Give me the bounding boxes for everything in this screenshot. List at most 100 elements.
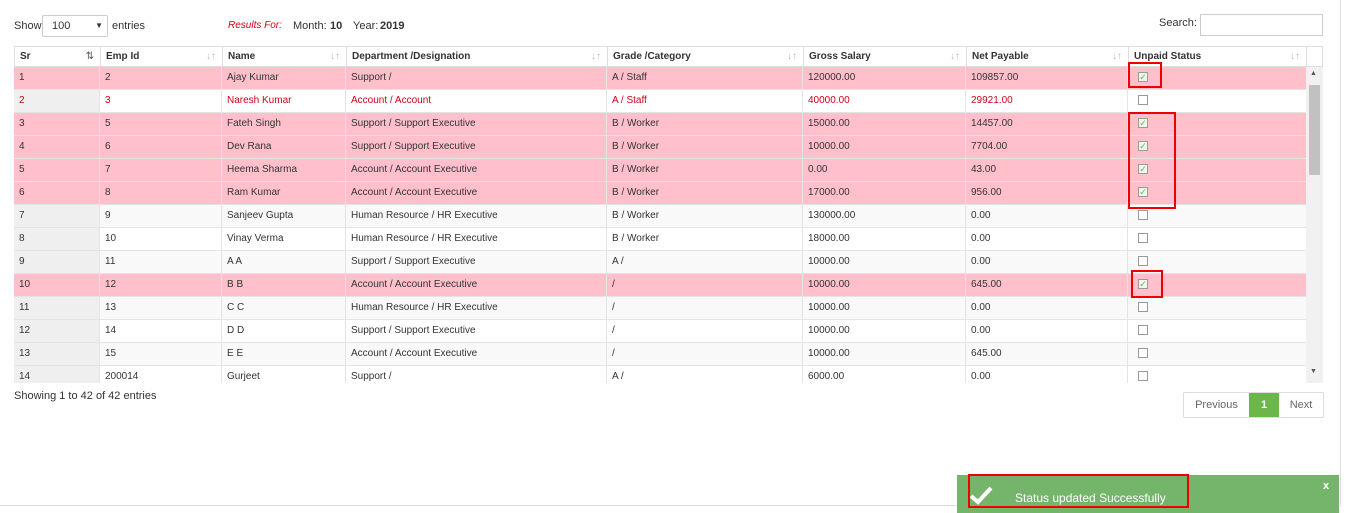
table-row: 11 13 C C Human Resource / HR Executive/100…: [14, 297, 1306, 320]
table-cell: 4: [14, 136, 100, 158]
table-cell: Gurjeet: [222, 366, 346, 383]
sort-icon: ↓↑: [1290, 51, 1300, 62]
table-cell: 7: [14, 205, 100, 227]
table-cell: 0.00: [966, 205, 1128, 227]
unpaid-cell: [1128, 205, 1306, 227]
table-cell: 13: [100, 297, 222, 319]
table-cell: /: [607, 274, 803, 296]
table-row: 10 12 B B Account / Account Executive/10000…: [14, 274, 1306, 297]
page-size: 100: [52, 20, 71, 32]
page-button[interactable]: 1: [1249, 393, 1279, 417]
unpaid-checkbox[interactable]: [1138, 302, 1148, 312]
table-cell: 0.00: [966, 251, 1128, 273]
table-cell: Account / Account Executive: [346, 343, 607, 365]
column-header[interactable]: Name ↓↑: [223, 47, 347, 67]
year-label: Year:: [353, 20, 379, 32]
page-size-select[interactable]: 100 ▼: [42, 15, 108, 37]
table-cell: 956.00: [966, 182, 1128, 204]
unpaid-cell: [1128, 228, 1306, 250]
unpaid-checkbox[interactable]: ✓: [1138, 72, 1148, 82]
scroll-up[interactable]: ▲: [1310, 70, 1317, 77]
header-text: Emp Id: [106, 51, 140, 62]
sort-icon: ↓↑: [206, 51, 216, 62]
unpaid-cell: [1128, 366, 1306, 383]
table-cell: Support /: [346, 67, 607, 89]
table-cell: 6: [14, 182, 100, 204]
previous-button[interactable]: Previous: [1195, 399, 1238, 411]
table-cell: 17000.00: [803, 182, 966, 204]
table-row: 5 7 Heema Sharma Account / Account Executiv…: [14, 159, 1306, 182]
table-cell: D D: [222, 320, 346, 342]
column-header[interactable]: Sr ⇅: [15, 47, 101, 67]
unpaid-checkbox[interactable]: ✓: [1138, 118, 1148, 128]
unpaid-checkbox[interactable]: [1138, 325, 1148, 335]
table-cell: 11: [100, 251, 222, 273]
table-row: 7 9 Sanjeev Gupta Human Resource / HR Execu…: [14, 205, 1306, 228]
table-cell: Support / Support Executive: [346, 113, 607, 135]
table-row: 14 200014 Gurjeet Support / A /6000.00 0.00: [14, 366, 1306, 383]
unpaid-checkbox[interactable]: [1138, 233, 1148, 243]
column-header[interactable]: Unpaid Status ↓↑: [1129, 47, 1307, 67]
unpaid-cell: ✓: [1128, 136, 1306, 158]
table-cell: Ajay Kumar: [222, 67, 346, 89]
scrollbar[interactable]: ▲ ▼: [1306, 67, 1323, 383]
table-cell: 15: [100, 343, 222, 365]
show-label: Show: [14, 20, 42, 32]
unpaid-cell: ✓: [1128, 67, 1306, 89]
next-button[interactable]: Next: [1289, 399, 1313, 411]
table-cell: 109857.00: [966, 67, 1128, 89]
search-input[interactable]: [1200, 14, 1323, 36]
header-text: Net Payable: [972, 51, 1029, 62]
table-row: 13 15 E E Account / Account Executive/10000…: [14, 343, 1306, 366]
table-cell: 14: [14, 366, 100, 383]
unpaid-checkbox[interactable]: [1138, 256, 1148, 266]
header-text: Gross Salary: [809, 51, 871, 62]
table-cell: /: [607, 297, 803, 319]
unpaid-checkbox[interactable]: ✓: [1138, 187, 1148, 197]
table-cell: Account / Account Executive: [346, 182, 607, 204]
column-header[interactable]: Grade /Category ↓↑: [608, 47, 804, 67]
unpaid-checkbox[interactable]: [1138, 210, 1148, 220]
table-cell: 7704.00: [966, 136, 1128, 158]
table-cell: 14457.00: [966, 113, 1128, 135]
column-header[interactable]: Emp Id ↓↑: [101, 47, 223, 67]
table-cell: 6000.00: [803, 366, 966, 383]
table-cell: Support / Support Executive: [346, 320, 607, 342]
header-text: Unpaid Status: [1134, 51, 1202, 62]
table-cell: 120000.00: [803, 67, 966, 89]
scroll-down[interactable]: ▼: [1310, 368, 1317, 375]
table-cell: A /: [607, 366, 803, 383]
table-cell: B / Worker: [607, 205, 803, 227]
table-cell: B B: [222, 274, 346, 296]
table-cell: Account / Account: [346, 90, 607, 112]
table-cell: Account / Account Executive: [346, 159, 607, 181]
table-row: 3 5 Fateh Singh Support / Support Executive…: [14, 113, 1306, 136]
toast-close[interactable]: x: [1323, 480, 1330, 492]
table-cell: 7: [100, 159, 222, 181]
sort-icon: ↓↑: [330, 51, 340, 62]
results-for: Results For:: [228, 20, 282, 31]
unpaid-cell: ✓: [1128, 182, 1306, 204]
table-body: 1 2 Ajay Kumar Support / A / Staff 120000.00 1…: [14, 67, 1306, 383]
column-header[interactable]: Department /Designation ↓↑: [347, 47, 608, 67]
table-cell: Account / Account Executive: [346, 274, 607, 296]
table-cell: 10000.00: [803, 343, 966, 365]
table-cell: /: [607, 320, 803, 342]
column-header[interactable]: Gross Salary ↓↑: [804, 47, 967, 67]
unpaid-checkbox[interactable]: [1138, 95, 1148, 105]
sort-icon: ↓↑: [950, 51, 960, 62]
table-row: 12 14 D D Support / Support Executive/10000…: [14, 320, 1306, 343]
sort-icon: ↓↑: [787, 51, 797, 62]
sort-icon: ↓↑: [591, 51, 601, 62]
scroll-thumb[interactable]: [1309, 85, 1320, 175]
unpaid-checkbox[interactable]: [1138, 348, 1148, 358]
table-cell: Support / Support Executive: [346, 251, 607, 273]
unpaid-checkbox[interactable]: ✓: [1138, 141, 1148, 151]
table-cell: 40000.00: [803, 90, 966, 112]
unpaid-checkbox[interactable]: ✓: [1138, 279, 1148, 289]
unpaid-checkbox[interactable]: [1138, 371, 1148, 381]
table-cell: 9: [100, 205, 222, 227]
unpaid-checkbox[interactable]: ✓: [1138, 164, 1148, 174]
column-header[interactable]: Net Payable ↓↑: [967, 47, 1129, 67]
unpaid-cell: ✓: [1128, 159, 1306, 181]
